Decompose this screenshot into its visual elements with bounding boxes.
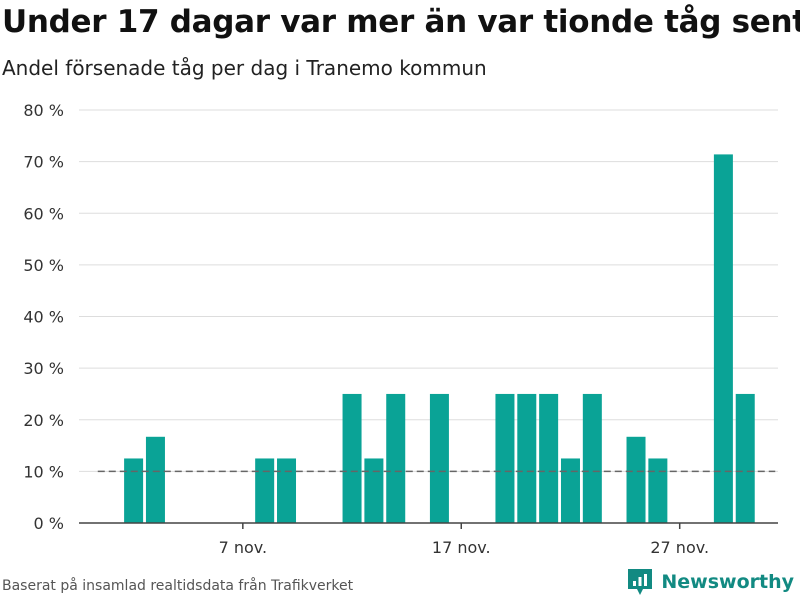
y-tick-label: 0 % bbox=[34, 514, 64, 533]
x-tick-label: 17 nov. bbox=[432, 538, 491, 557]
bar bbox=[429, 393, 449, 523]
chart-title: Under 17 dagar var mer än var tionde tåg… bbox=[2, 4, 800, 40]
y-tick-label: 20 % bbox=[23, 411, 64, 430]
brand-name: Newsworthy bbox=[661, 571, 794, 593]
bar bbox=[364, 458, 384, 523]
bar bbox=[648, 458, 668, 523]
bar bbox=[539, 393, 559, 523]
y-tick-label: 10 % bbox=[23, 462, 64, 481]
y-tick-label: 40 % bbox=[23, 308, 64, 327]
source-note: Baserat på insamlad realtidsdata från Tr… bbox=[2, 578, 354, 594]
y-tick-label: 50 % bbox=[23, 256, 64, 275]
bar bbox=[145, 436, 165, 523]
bar bbox=[713, 154, 733, 523]
bar bbox=[495, 393, 515, 523]
bar bbox=[582, 393, 602, 523]
bar bbox=[124, 458, 144, 523]
bar bbox=[277, 458, 297, 523]
x-tick-label: 27 nov. bbox=[650, 538, 709, 557]
y-tick-label: 80 % bbox=[23, 101, 64, 120]
brand-logo[interactable]: Newsworthy bbox=[627, 568, 794, 596]
bar bbox=[626, 436, 646, 523]
bar bbox=[386, 393, 406, 523]
bar bbox=[560, 458, 580, 523]
y-tick-label: 60 % bbox=[23, 204, 64, 223]
x-tick-label: 7 nov. bbox=[219, 538, 268, 557]
bar bbox=[342, 393, 362, 523]
y-tick-label: 30 % bbox=[23, 359, 64, 378]
bar bbox=[735, 393, 755, 523]
bar bbox=[517, 393, 537, 523]
bar-chart-logo-icon bbox=[628, 569, 653, 595]
y-tick-label: 70 % bbox=[23, 153, 64, 172]
chart-subtitle: Andel försenade tåg per dag i Tranemo ko… bbox=[2, 56, 487, 80]
bar bbox=[255, 458, 275, 523]
